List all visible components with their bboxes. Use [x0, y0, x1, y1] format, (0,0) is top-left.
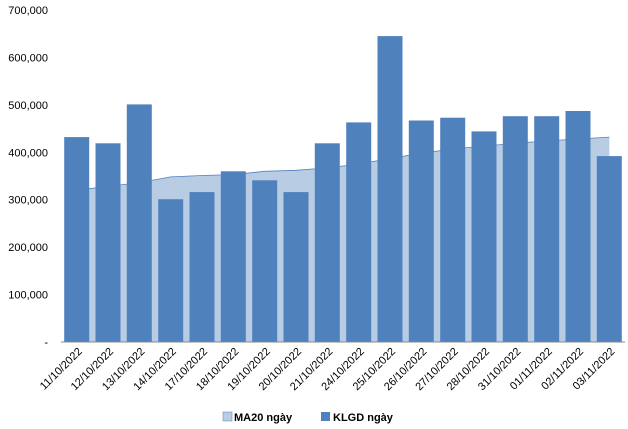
bar-7 — [283, 192, 309, 342]
klgd-bar-layer — [64, 36, 622, 343]
bar-15 — [534, 116, 560, 342]
bar-5 — [220, 171, 246, 342]
y-tick-label: 600,000 — [8, 52, 48, 64]
bar-3 — [158, 199, 184, 342]
bar-8 — [314, 143, 340, 342]
ma20-area — [76, 137, 610, 342]
bar-2 — [126, 104, 152, 343]
y-tick-label: 300,000 — [8, 195, 48, 207]
y-tick-label: 200,000 — [8, 242, 48, 254]
bar-16 — [565, 111, 591, 342]
bar-9 — [346, 122, 372, 343]
ma20-area-layer — [76, 136, 610, 342]
y-axis-ticks: - 100,000 200,000 300,000 400,000 500,000 600,… — [8, 5, 48, 349]
legend-label-klgd: KLGD ngày — [333, 412, 394, 424]
bar-13 — [471, 131, 497, 342]
y-tick-label: 100,000 — [8, 290, 48, 302]
bar-11 — [408, 120, 434, 342]
bar-12 — [440, 117, 466, 342]
bar-0 — [64, 137, 90, 342]
legend-swatch-klgd — [321, 412, 330, 421]
legend: MA20 ngày KLGD ngày — [222, 411, 394, 424]
y-tick-label: 700,000 — [8, 5, 48, 17]
bar-17 — [596, 156, 622, 342]
legend-label-ma20: MA20 ngày — [234, 412, 293, 424]
bar-1 — [95, 143, 121, 342]
bar-14 — [502, 116, 528, 342]
y-tick-label: - — [44, 337, 48, 349]
legend-swatch-ma20 — [222, 411, 233, 422]
bar-6 — [252, 180, 278, 342]
y-tick-label: 400,000 — [8, 147, 48, 159]
y-tick-label: 500,000 — [8, 100, 48, 112]
x-axis-ticks: 11/10/202212/10/202213/10/202214/10/2022… — [38, 346, 618, 393]
bar-10 — [377, 36, 403, 342]
bar-4 — [189, 192, 215, 342]
